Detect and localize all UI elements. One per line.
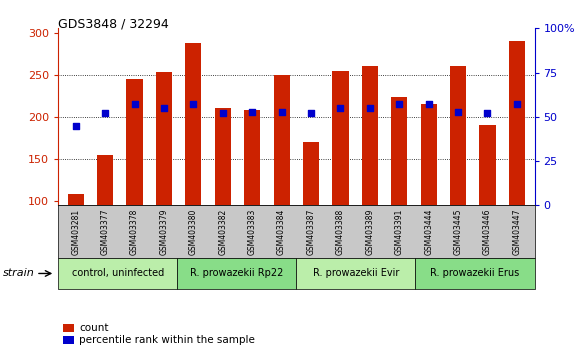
Text: GSM403446: GSM403446: [483, 209, 492, 255]
Text: GSM403281: GSM403281: [71, 209, 80, 255]
Point: [248, 109, 257, 114]
Bar: [479, 125, 496, 285]
Text: R. prowazekii Erus: R. prowazekii Erus: [431, 268, 519, 279]
Text: GSM403391: GSM403391: [394, 209, 404, 255]
Bar: [450, 66, 466, 285]
Text: GSM403378: GSM403378: [130, 209, 139, 255]
Bar: [421, 104, 437, 285]
Point: [453, 109, 462, 114]
Text: R. prowazekii Evir: R. prowazekii Evir: [313, 268, 399, 279]
Text: GSM403382: GSM403382: [218, 209, 227, 255]
Text: GSM403384: GSM403384: [277, 209, 286, 255]
Bar: [391, 97, 407, 285]
Point: [336, 105, 345, 111]
Text: control, uninfected: control, uninfected: [71, 268, 164, 279]
Point: [159, 105, 168, 111]
Text: GSM403387: GSM403387: [307, 209, 315, 255]
Bar: [67, 194, 84, 285]
Legend: count, percentile rank within the sample: count, percentile rank within the sample: [63, 323, 255, 345]
Bar: [274, 75, 290, 285]
Point: [512, 102, 522, 107]
Point: [130, 102, 139, 107]
Point: [483, 110, 492, 116]
Text: GSM403379: GSM403379: [159, 209, 168, 255]
Point: [71, 123, 80, 129]
Text: GSM403445: GSM403445: [454, 209, 462, 255]
Bar: [97, 155, 113, 285]
Text: GSM403444: GSM403444: [424, 209, 433, 255]
Point: [424, 102, 433, 107]
Bar: [303, 142, 319, 285]
Text: GSM403377: GSM403377: [101, 209, 110, 255]
Text: GSM403380: GSM403380: [189, 209, 198, 255]
Text: GDS3848 / 32294: GDS3848 / 32294: [58, 18, 169, 31]
Bar: [509, 41, 525, 285]
Bar: [156, 72, 172, 285]
Point: [189, 102, 198, 107]
Bar: [362, 66, 378, 285]
Point: [218, 110, 227, 116]
Text: GSM403447: GSM403447: [512, 209, 521, 255]
Bar: [332, 71, 349, 285]
Point: [277, 109, 286, 114]
Point: [101, 110, 110, 116]
Point: [306, 110, 315, 116]
Text: strain: strain: [3, 268, 35, 279]
Point: [365, 105, 375, 111]
Bar: [244, 110, 260, 285]
Text: GSM403388: GSM403388: [336, 209, 345, 255]
Bar: [185, 42, 202, 285]
Text: GSM403383: GSM403383: [248, 209, 257, 255]
Point: [394, 102, 404, 107]
Text: GSM403389: GSM403389: [365, 209, 374, 255]
Bar: [127, 79, 143, 285]
Bar: [215, 108, 231, 285]
Text: R. prowazekii Rp22: R. prowazekii Rp22: [190, 268, 284, 279]
